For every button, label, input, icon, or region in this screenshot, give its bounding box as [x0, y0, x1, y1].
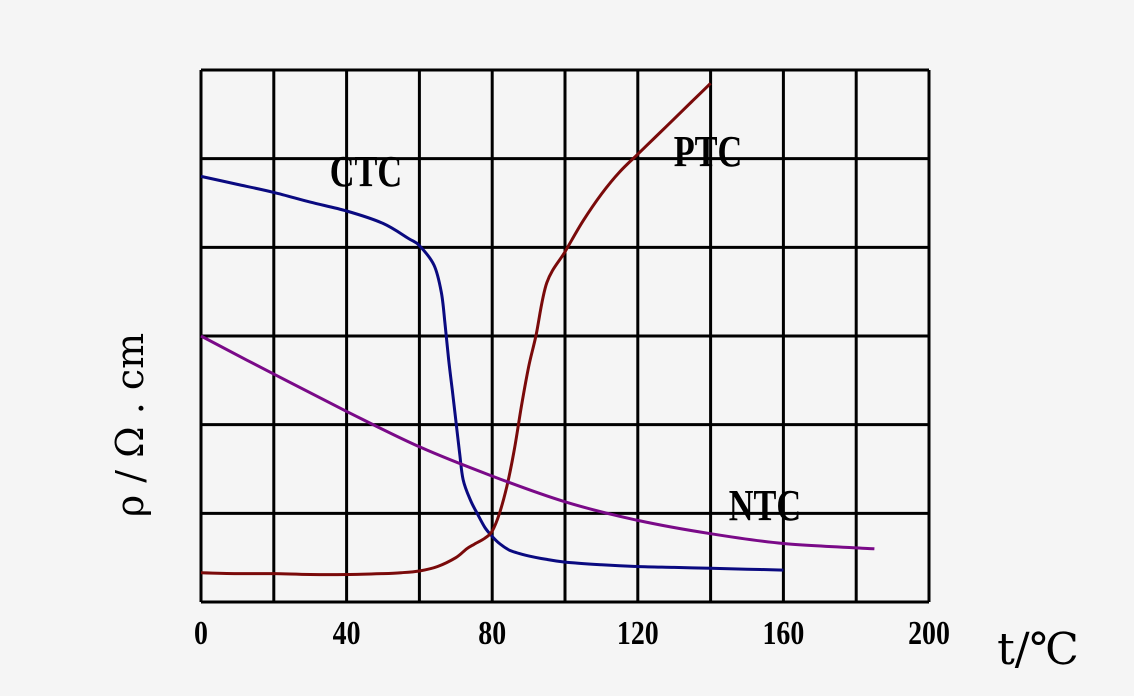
- series-line-ntc: [200, 334, 875, 551]
- series-labels: CTC PTC NTC: [330, 127, 801, 530]
- x-tick-label: 40: [333, 613, 361, 651]
- series-label-ptc: PTC: [674, 127, 743, 176]
- series-label-ntc: NTC: [729, 481, 801, 530]
- series-line-ptc: [200, 82, 712, 577]
- x-tick-labels: 0 40 80 120 160 200: [194, 613, 950, 651]
- x-tick-label: 120: [617, 613, 659, 651]
- series-label-ctc: CTC: [330, 147, 402, 196]
- x-tick-label: 160: [762, 613, 804, 651]
- plot-area: [200, 82, 875, 577]
- x-tick-label: 0: [194, 613, 208, 651]
- series-line-ctc: [200, 174, 784, 572]
- x-axis-label: t/℃: [997, 624, 1079, 675]
- grid: [199, 68, 931, 604]
- y-axis-label: ρ / Ω . cm: [108, 333, 152, 517]
- x-tick-label: 200: [908, 613, 950, 651]
- x-tick-label: 80: [478, 613, 506, 651]
